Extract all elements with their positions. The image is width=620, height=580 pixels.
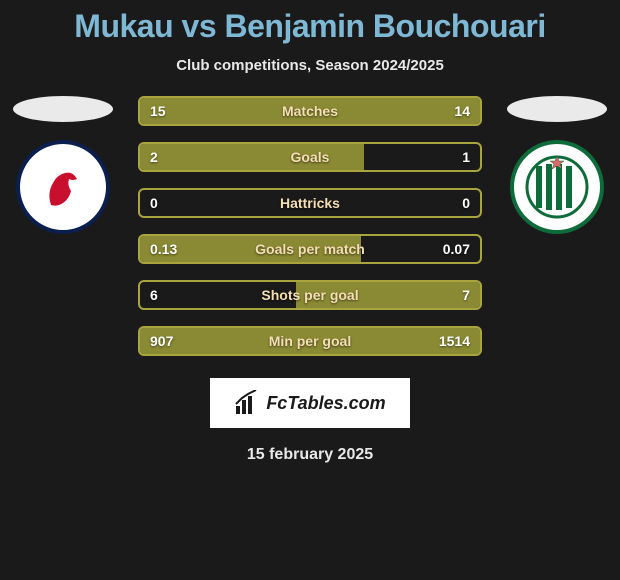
stat-row: 0.13Goals per match0.07 [138, 234, 482, 264]
stat-row: 0Hattricks0 [138, 188, 482, 218]
stat-label: Goals per match [140, 241, 480, 257]
subtitle: Club competitions, Season 2024/2025 [0, 57, 620, 74]
date-label: 15 february 2025 [0, 446, 620, 464]
page-title: Mukau vs Benjamin Bouchouari [0, 0, 620, 45]
stat-row: 2Goals1 [138, 142, 482, 172]
stat-value-right: 0.07 [443, 241, 470, 257]
stat-value-right: 7 [462, 287, 470, 303]
player-left-column [8, 96, 118, 234]
player-right-column [502, 96, 612, 234]
player-right-silhouette [507, 96, 607, 122]
player-left-silhouette [13, 96, 113, 122]
stat-row: 15Matches14 [138, 96, 482, 126]
stat-row: 6Shots per goal7 [138, 280, 482, 310]
stat-label: Hattricks [140, 195, 480, 211]
asse-stripes-icon [522, 152, 592, 222]
losc-dog-icon [33, 157, 93, 217]
branding-badge: FcTables.com [210, 378, 410, 428]
club-badge-asse [510, 140, 604, 234]
stat-value-right: 0 [462, 195, 470, 211]
stat-value-right: 1514 [439, 333, 470, 349]
stat-label: Min per goal [140, 333, 480, 349]
branding-text: FcTables.com [266, 393, 385, 414]
fctables-logo-icon [234, 390, 260, 416]
comparison-area: 15Matches14 2Goals1 0Hattricks0 0.13Goals p… [0, 96, 620, 366]
stat-value-right: 14 [454, 103, 470, 119]
stats-table: 15Matches14 2Goals1 0Hattricks0 0.13Goals p… [138, 96, 482, 372]
stat-value-right: 1 [462, 149, 470, 165]
stat-label: Matches [140, 103, 480, 119]
stat-label: Shots per goal [140, 287, 480, 303]
stat-row: 907Min per goal1514 [138, 326, 482, 356]
stat-label: Goals [140, 149, 480, 165]
club-badge-losc [16, 140, 110, 234]
